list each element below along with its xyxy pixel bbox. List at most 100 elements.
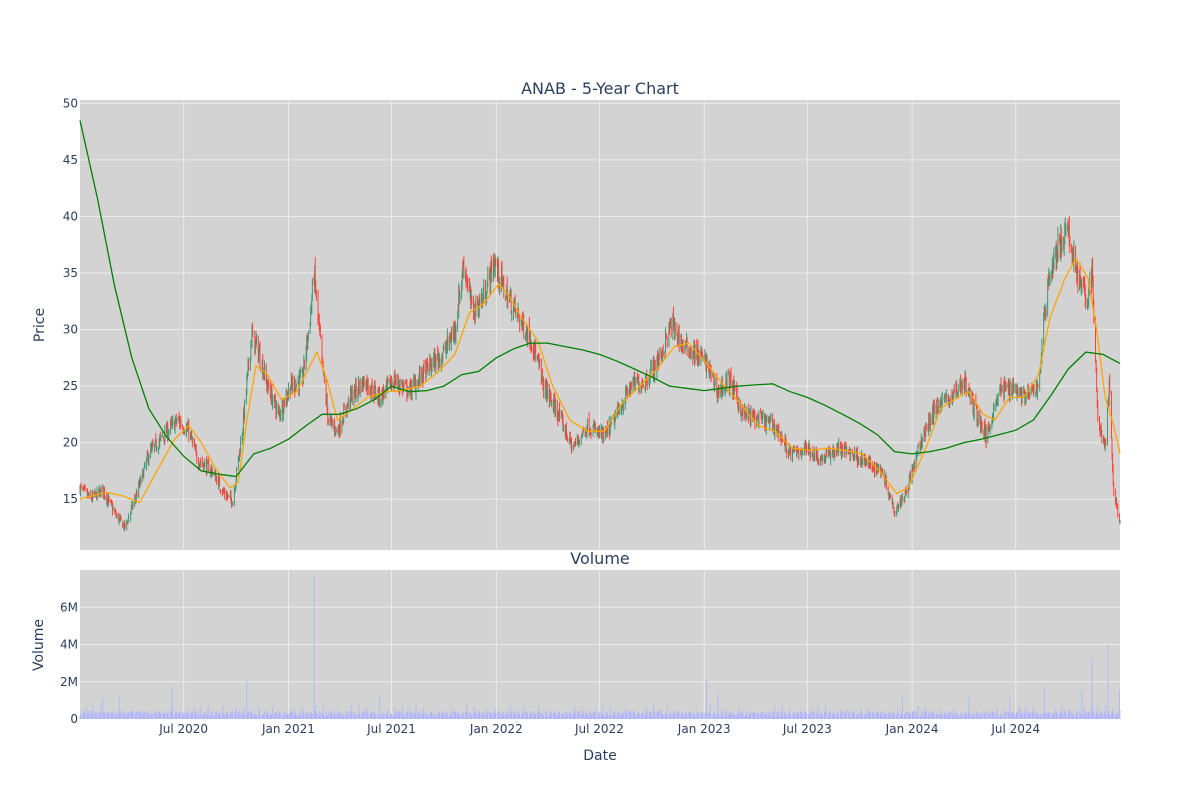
volume-bar xyxy=(621,714,623,719)
volume-bar xyxy=(253,713,255,719)
volume-bar xyxy=(359,713,361,719)
volume-bar xyxy=(896,708,898,719)
volume-bar xyxy=(307,712,309,719)
volume-bar xyxy=(88,710,89,719)
volume-bar xyxy=(988,715,990,719)
volume-bar xyxy=(506,711,508,719)
volume-bar xyxy=(370,713,371,719)
volume-bar xyxy=(941,713,943,719)
moving-averages xyxy=(79,120,1121,504)
volume-bar xyxy=(131,710,133,719)
volume-bar xyxy=(339,713,341,719)
volume-bar xyxy=(827,714,829,719)
volume-bar xyxy=(625,712,627,719)
volume-bar xyxy=(402,713,404,719)
volume-bar xyxy=(968,696,970,719)
volume-bar xyxy=(510,712,512,719)
volume-bar xyxy=(362,710,364,719)
volume-bar xyxy=(832,713,834,719)
price-tick-label: 15 xyxy=(63,492,78,506)
volume-bar xyxy=(211,714,212,719)
volume-bar xyxy=(1016,711,1018,719)
volume-bar xyxy=(1116,712,1118,719)
volume-bar xyxy=(541,712,543,719)
volume-bar xyxy=(247,713,249,719)
volume-bar xyxy=(809,713,810,719)
volume-bar xyxy=(235,710,236,719)
volume-bar xyxy=(249,712,251,719)
volume-bar xyxy=(1091,657,1093,719)
volume-bar xyxy=(1041,714,1043,719)
volume-bar xyxy=(724,708,726,719)
volume-bar xyxy=(688,713,690,719)
volume-bar xyxy=(355,715,357,719)
volume-bar xyxy=(491,713,493,719)
volume-bar xyxy=(90,711,92,719)
volume-bar xyxy=(515,713,517,719)
volume-bar xyxy=(814,712,816,719)
volume-bar xyxy=(207,705,209,719)
volume-bar xyxy=(754,710,756,719)
volume-bar xyxy=(519,714,521,719)
volume-bar xyxy=(673,710,675,719)
volume-bar xyxy=(183,715,185,719)
volume-bar xyxy=(1100,712,1102,719)
volume-bar xyxy=(523,706,525,719)
volume-bar xyxy=(756,714,758,719)
volume-bar xyxy=(875,712,877,719)
volume-bar xyxy=(765,713,767,719)
volume-bar xyxy=(474,712,476,719)
volume-bar xyxy=(808,715,809,719)
volume-bar xyxy=(1092,716,1094,719)
volume-bar xyxy=(399,712,401,719)
volume-bar xyxy=(824,711,826,719)
volume-bar xyxy=(252,715,253,719)
volume-bar xyxy=(869,713,871,719)
volume-bar xyxy=(290,710,292,719)
volume-bar xyxy=(80,715,82,719)
volume-bar xyxy=(466,704,468,719)
volume-bar xyxy=(871,711,873,719)
volume-bar xyxy=(139,715,141,719)
volume-bar xyxy=(300,712,301,719)
volume-bar xyxy=(191,714,193,719)
volume-bar xyxy=(299,712,301,719)
volume-bar xyxy=(780,712,782,719)
volume-bar xyxy=(102,712,104,719)
volume-bar xyxy=(712,713,714,719)
volume-bar xyxy=(714,713,716,719)
volume-bar xyxy=(882,711,883,719)
volume-bar xyxy=(732,712,734,719)
volume-bar xyxy=(431,711,432,719)
volume-bar xyxy=(355,716,357,719)
volume-bar xyxy=(1088,714,1090,719)
volume-bar xyxy=(969,711,971,719)
volume-bar xyxy=(170,710,171,719)
volume-bar xyxy=(134,712,136,719)
volume-bar xyxy=(915,710,917,719)
volume-bar xyxy=(712,714,714,719)
volume-bar xyxy=(741,711,743,719)
volume-bar xyxy=(1047,713,1049,719)
volume-bar xyxy=(745,715,747,719)
volume-bar xyxy=(550,712,551,719)
volume-bar xyxy=(961,713,963,719)
volume-bar xyxy=(92,713,93,719)
volume-bar xyxy=(87,715,89,719)
volume-bar xyxy=(214,715,215,719)
volume-bar xyxy=(790,715,792,719)
volume-bar xyxy=(618,710,620,719)
volume-bar xyxy=(232,710,234,719)
volume-bar xyxy=(405,715,407,719)
volume-bar xyxy=(977,714,979,719)
volume-bar xyxy=(139,711,141,719)
volume-bar xyxy=(187,713,189,719)
volume-bar xyxy=(912,711,914,719)
volume-bar xyxy=(198,710,199,719)
volume-bar xyxy=(985,712,987,719)
volume-bar xyxy=(80,712,81,719)
volume-bar xyxy=(1053,713,1055,719)
volume-bar xyxy=(1083,713,1084,719)
volume-bar xyxy=(107,712,109,719)
volume-bar xyxy=(857,714,858,719)
